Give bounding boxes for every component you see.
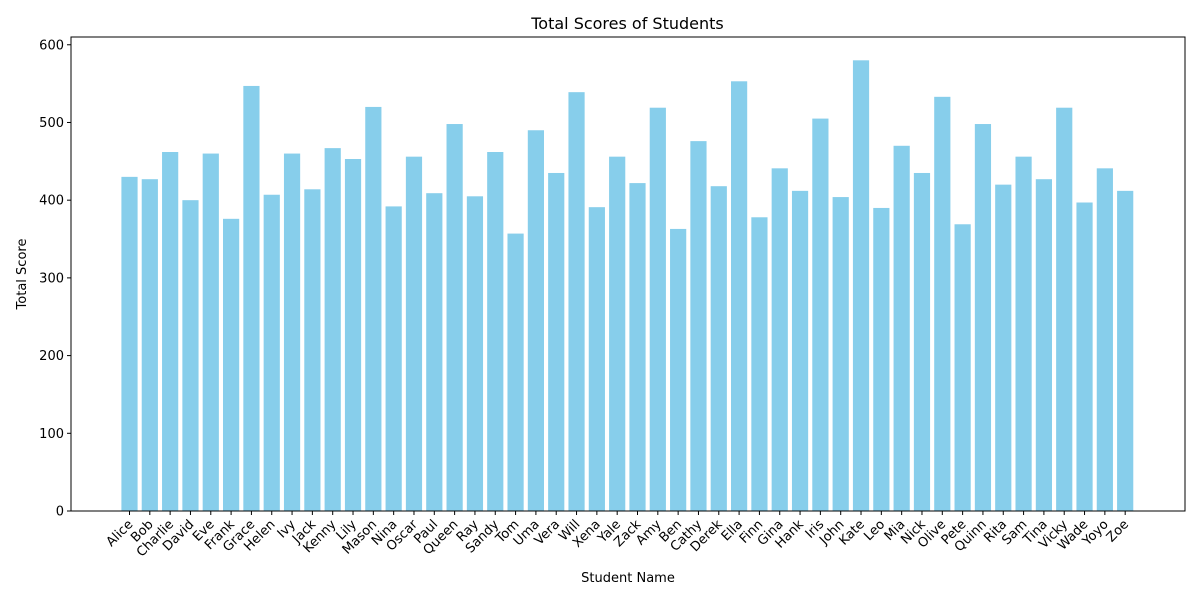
bar-wade [1076,202,1093,511]
bar-tina [1035,179,1052,511]
bar-paul [426,193,443,511]
bar-david [182,200,199,511]
bar-lily [344,159,362,511]
bar-bob [141,179,158,511]
bar-zack [629,183,646,511]
y-tick-label: 0 [56,505,64,520]
bar-olive [934,96,951,511]
bar-gina [771,168,788,511]
bar-sandy [487,152,504,511]
bar-grace [243,85,260,511]
bar-vera [548,172,565,512]
bar-quinn [974,124,992,511]
y-tick-label: 200 [39,349,64,364]
bar-frank [223,218,240,511]
bar-helen [263,194,280,512]
bar-tom [507,233,524,511]
bar-cathy [690,141,707,511]
bar-charlie [162,152,179,511]
bar-mason [365,106,382,512]
bar-amy [649,107,666,512]
bar-nick [913,172,931,512]
y-tick-label: 500 [39,116,64,131]
bar-uma [527,130,544,511]
bar-jack [304,189,321,512]
bar-oscar [405,156,423,512]
y-tick-label: 600 [39,38,64,53]
bar-ray [466,196,484,512]
bar-queen [446,124,463,511]
bar-finn [751,217,768,511]
plot-frame [70,36,1186,512]
bar-rita [995,184,1012,511]
chart-title: Total Scores of Students [530,14,724,33]
bar-kate [852,60,870,512]
bar-ella [731,81,748,511]
y-axis-label: Total Score [15,239,30,311]
bar-eve [202,153,219,511]
y-tick-label: 400 [39,194,64,209]
bar-ivy [283,153,301,511]
bar-ben [670,228,687,511]
bar-xena [588,207,605,512]
bar-mia [893,145,910,512]
y-axis: 0 100 200 300 400 500 600 [39,38,71,520]
bar-will [568,92,585,512]
bar-zoe [1117,190,1134,512]
bar-john [832,197,849,511]
bar-hank [791,190,809,512]
bar-nina [385,206,402,511]
bars-group [121,60,1134,512]
bar-pete [954,224,971,511]
x-axis-label: Student Name [581,571,675,586]
y-tick-label: 100 [39,427,64,442]
bar-yoyo [1096,168,1113,511]
bar-yale [609,156,626,512]
bar-alice [121,176,138,511]
bar-derek [710,186,727,511]
y-tick-label: 300 [39,271,64,286]
bar-sam [1015,156,1032,512]
bar-kenny [324,148,341,511]
bar-leo [873,207,890,511]
bar-iris [812,118,829,511]
bar-vicky [1056,107,1073,512]
